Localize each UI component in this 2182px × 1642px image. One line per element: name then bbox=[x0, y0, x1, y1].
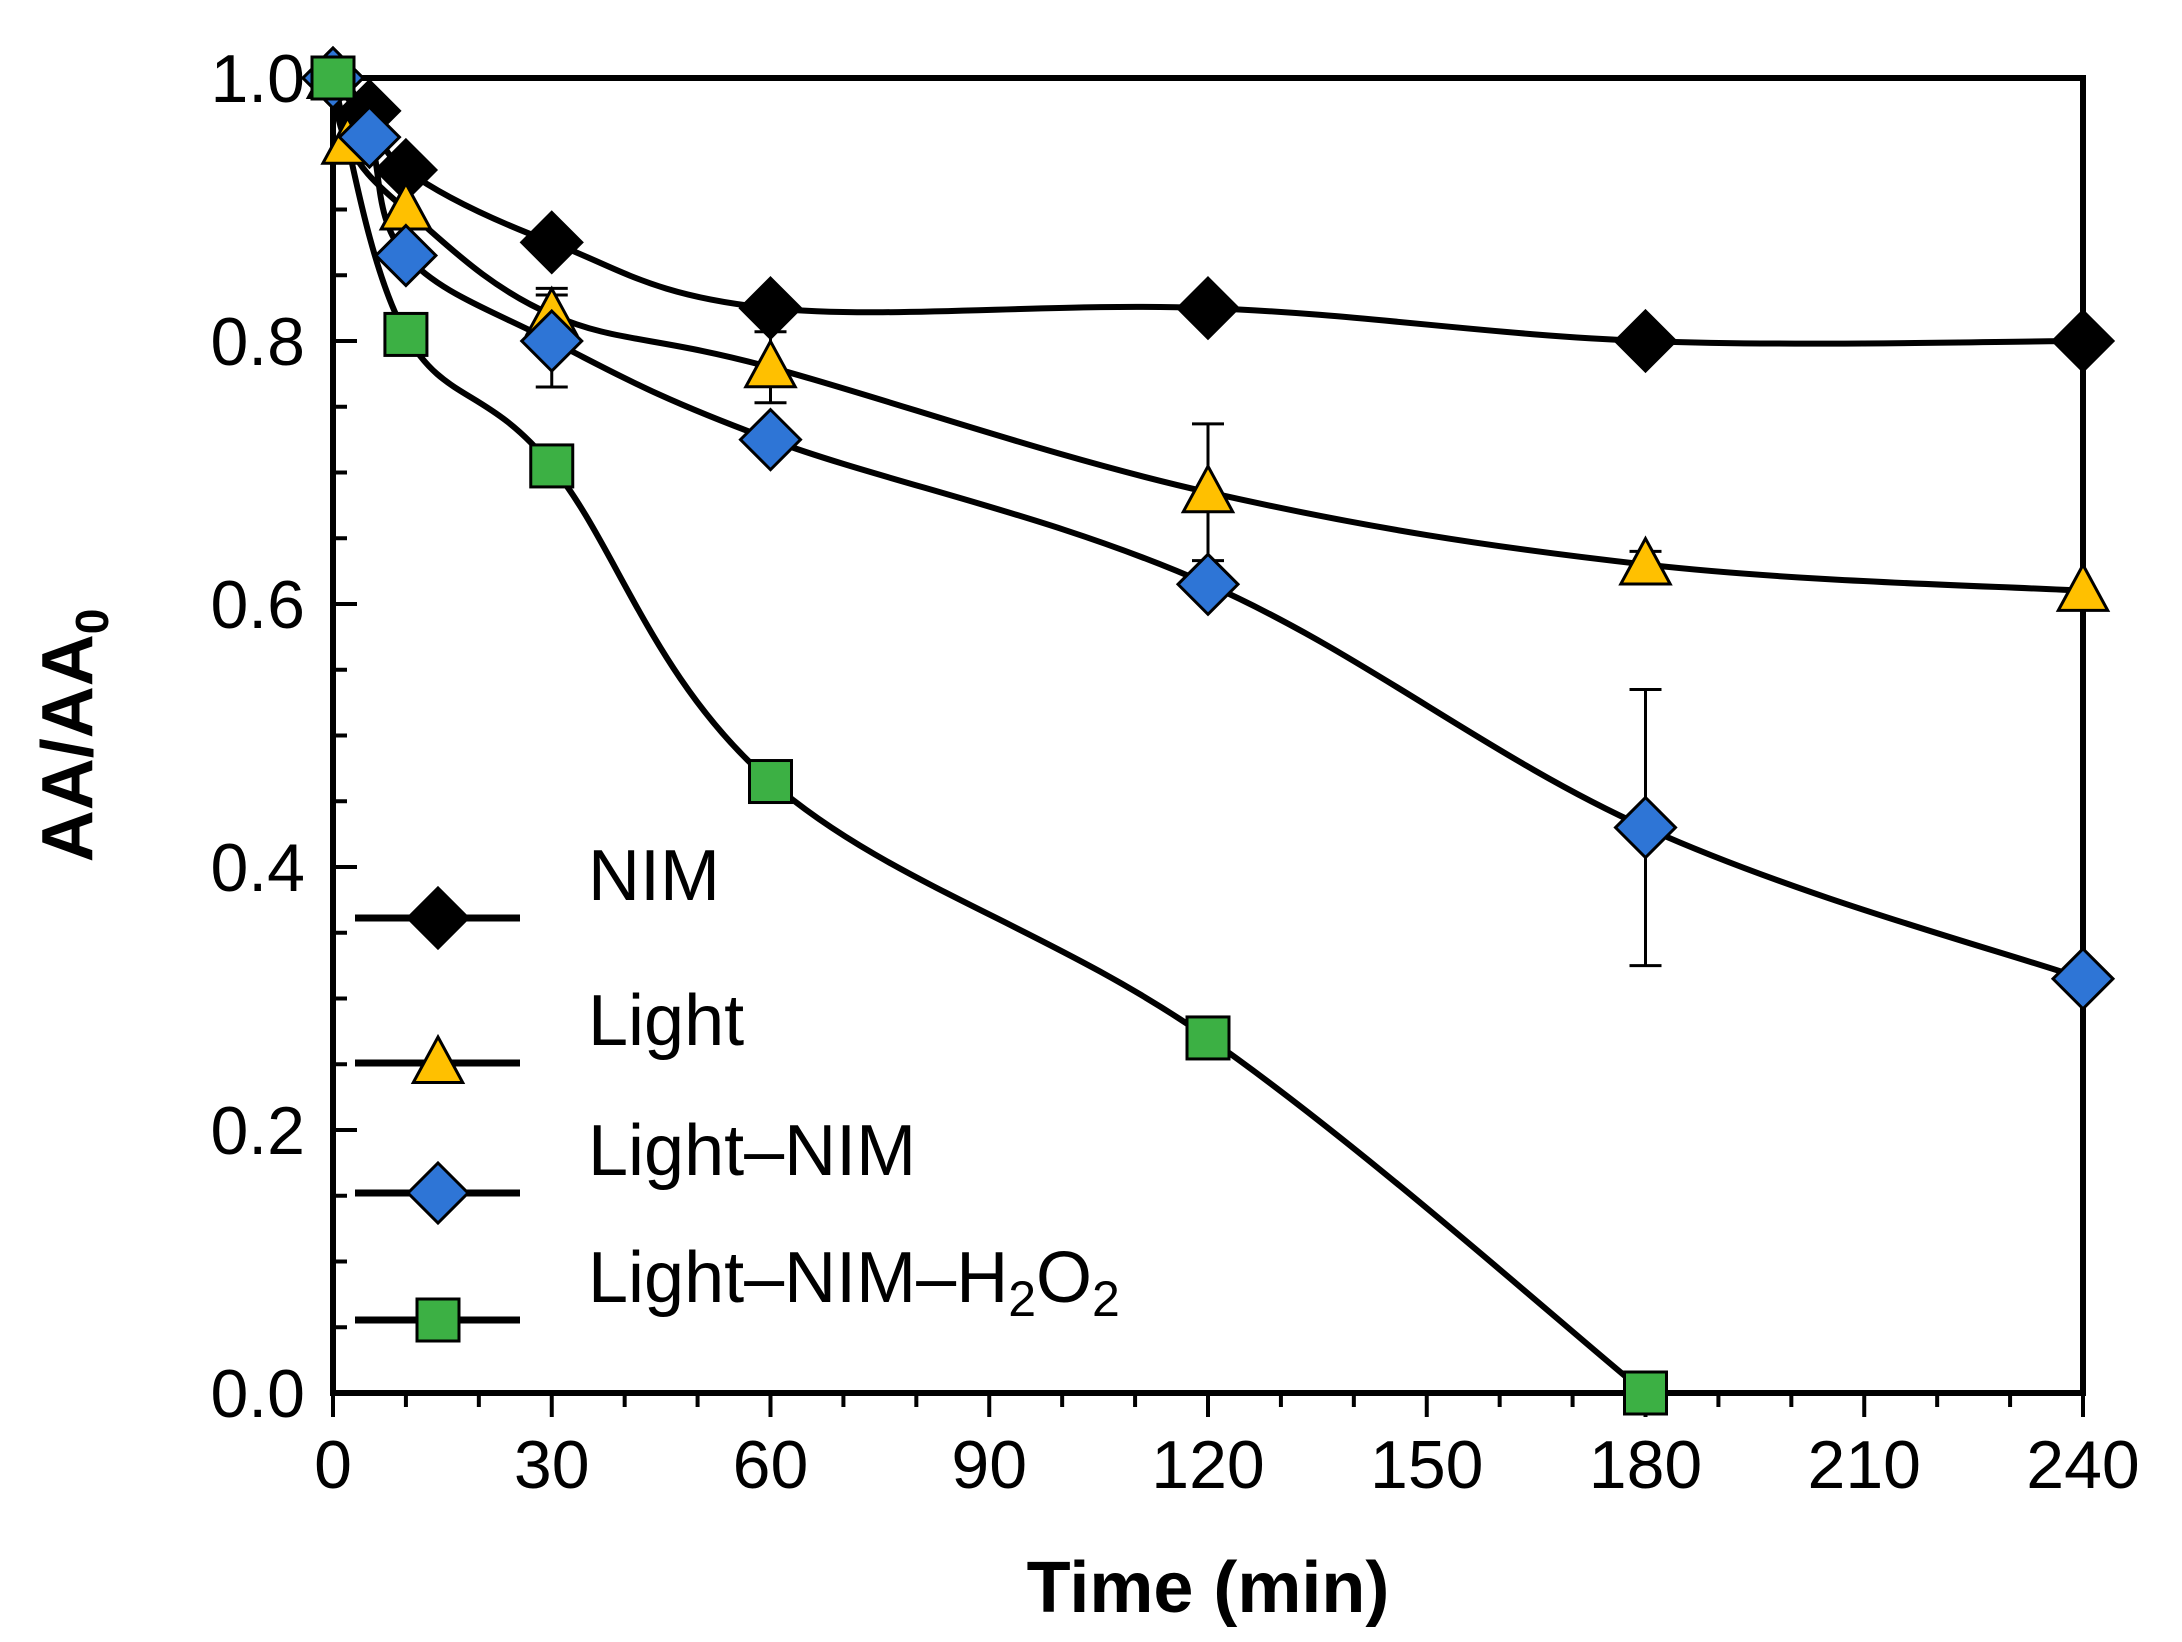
legend-marker bbox=[405, 885, 471, 951]
y-axis-title: AA/AA0 bbox=[28, 609, 118, 863]
data-point-series-1 bbox=[1618, 535, 1673, 586]
legend-item-1: Light bbox=[355, 981, 744, 1084]
x-tick-label: 90 bbox=[951, 1427, 1027, 1503]
y-tick-label: 0.2 bbox=[210, 1093, 305, 1169]
legend-text: Light bbox=[588, 981, 744, 1061]
x-tick-label: 150 bbox=[1370, 1427, 1483, 1503]
y-tick-label: 0.4 bbox=[210, 830, 305, 906]
x-tick-label: 30 bbox=[514, 1427, 590, 1503]
data-point-series-0 bbox=[738, 276, 803, 341]
data-point-series-1 bbox=[1180, 463, 1236, 514]
data-point-series-2 bbox=[738, 407, 803, 472]
x-tick-label: 180 bbox=[1589, 1427, 1702, 1503]
y-tick-label: 0.6 bbox=[210, 567, 305, 643]
x-tick-label: 0 bbox=[314, 1427, 352, 1503]
legend-marker bbox=[405, 1160, 471, 1226]
x-tick-label: 210 bbox=[1808, 1427, 1921, 1503]
data-point-series-1 bbox=[743, 338, 798, 389]
legend-text: O bbox=[1036, 1238, 1092, 1318]
legend-label: Light bbox=[588, 981, 744, 1061]
data-point-series-0 bbox=[1613, 308, 1678, 374]
data-point-series-2 bbox=[1175, 552, 1241, 617]
data-point-series-3 bbox=[1185, 1015, 1231, 1061]
data-point-series-2 bbox=[373, 223, 439, 288]
x-tick-label: 60 bbox=[733, 1427, 809, 1503]
x-tick-label: 240 bbox=[2026, 1427, 2139, 1503]
data-point-series-2 bbox=[1613, 795, 1678, 860]
legend-label: Light–NIM–H2O2 bbox=[588, 1238, 1120, 1327]
y-tick-label: 0.8 bbox=[210, 304, 305, 380]
legend-marker bbox=[415, 1297, 461, 1343]
series-line-3 bbox=[330, 77, 1648, 1396]
legend-marker bbox=[410, 1033, 466, 1084]
legend-subscript: 2 bbox=[1092, 1271, 1120, 1327]
y-tick-label: 1.0 bbox=[210, 41, 305, 117]
data-point-series-0 bbox=[2050, 308, 2116, 374]
y-tick-label: 0.0 bbox=[210, 1356, 305, 1432]
data-point-series-2 bbox=[337, 105, 402, 170]
legend-text: Light–NIM bbox=[588, 1111, 916, 1191]
data-point-series-3 bbox=[310, 55, 356, 101]
x-axis-title: Time (min) bbox=[1027, 1548, 1390, 1628]
legend-label: NIM bbox=[588, 836, 720, 916]
data-point-series-3 bbox=[1623, 1370, 1668, 1416]
plot-frame bbox=[330, 75, 2086, 1396]
y-axis-title-main: AA/AA bbox=[28, 634, 108, 862]
legend-text: Light–NIM–H bbox=[588, 1238, 1008, 1318]
data-point-series-3 bbox=[383, 311, 429, 357]
data-point-series-2 bbox=[519, 308, 584, 374]
legend-item-0: NIM bbox=[355, 836, 720, 951]
legend-item-2: Light–NIM bbox=[355, 1111, 916, 1226]
legend-label: Light–NIM bbox=[588, 1111, 916, 1191]
legend-item-3: Light–NIM–H2O2 bbox=[355, 1238, 1120, 1343]
data-point-series-1 bbox=[378, 180, 434, 231]
x-tick-label: 120 bbox=[1151, 1427, 1264, 1503]
data-point-series-3 bbox=[748, 759, 793, 805]
data-point-series-1 bbox=[2055, 561, 2111, 612]
data-point-series-3 bbox=[529, 443, 575, 489]
data-point-series-2 bbox=[2050, 946, 2116, 1011]
y-axis-title-subscript: 0 bbox=[66, 609, 118, 635]
legend-text: NIM bbox=[588, 836, 720, 916]
data-point-series-0 bbox=[519, 210, 584, 275]
data-point-series-0 bbox=[1175, 276, 1241, 341]
legend-subscript: 2 bbox=[1008, 1271, 1036, 1327]
